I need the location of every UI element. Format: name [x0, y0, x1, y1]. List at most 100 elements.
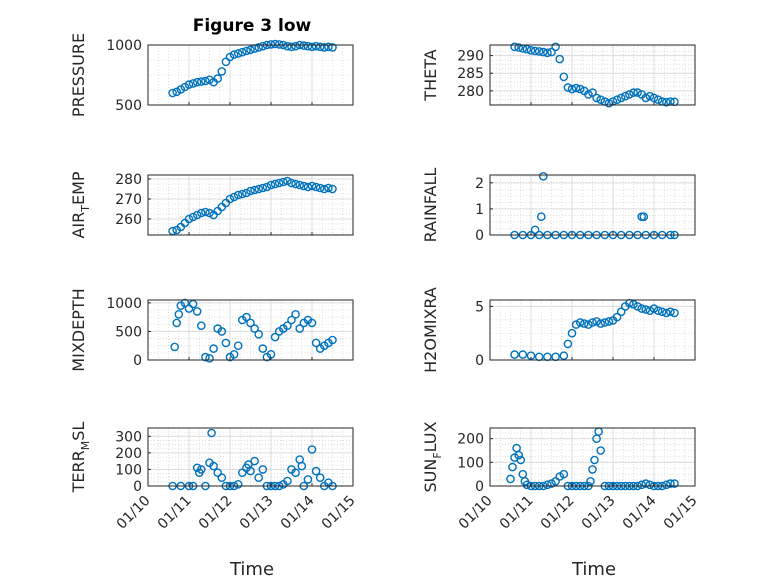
data-point — [633, 302, 642, 311]
x-tick-label: 01/10 — [114, 493, 154, 533]
y-tick-label: 100 — [457, 455, 484, 471]
data-point — [250, 185, 259, 195]
data-point — [266, 180, 276, 190]
y-tick-label: 280 — [115, 172, 142, 188]
data-point — [625, 90, 634, 99]
x-tick-label: 01/15 — [319, 493, 359, 533]
data-point — [233, 341, 243, 351]
subplot-5: 0 500 1000 MIXDEPTH — [69, 288, 354, 372]
data-point — [254, 329, 264, 339]
y-tick-label: 2 — [475, 176, 484, 192]
y-axis-label-subscript: T — [79, 205, 92, 213]
data-point — [237, 47, 247, 57]
y-tick-label: 290 — [457, 49, 484, 65]
data-point — [311, 466, 321, 476]
data-point — [270, 332, 280, 342]
y-axis-label: MIXDEPTH — [69, 288, 88, 371]
subplot-1: 500 1000 PRESSURE — [69, 33, 354, 117]
data-point — [508, 462, 517, 472]
data-point — [278, 177, 288, 187]
data-point — [205, 353, 214, 363]
data-point — [303, 182, 313, 192]
y-axis-label: PRESSURE — [69, 33, 88, 117]
subplot-3: 260 270 280 AIRTEMP — [69, 171, 354, 239]
data-point — [319, 184, 329, 194]
data-point — [307, 318, 317, 328]
x-tick-label: 01/13 — [579, 493, 619, 533]
data-point — [270, 39, 280, 49]
data-point — [590, 455, 599, 465]
data-point — [588, 88, 597, 97]
data-point — [303, 41, 313, 51]
data-point — [205, 208, 214, 218]
x-tick-label: 01/14 — [620, 493, 660, 533]
data-point — [270, 179, 280, 189]
data-point — [311, 338, 321, 348]
data-point — [551, 42, 560, 52]
data-point — [629, 88, 638, 97]
data-point — [539, 171, 548, 181]
data-point — [604, 317, 614, 326]
data-point — [537, 212, 546, 221]
data-point — [534, 47, 544, 56]
data-point — [283, 41, 292, 51]
data-point — [559, 469, 569, 479]
data-point — [254, 184, 264, 194]
figure-title: Figure 3 low — [193, 16, 312, 36]
data-point — [559, 351, 569, 361]
data-point — [567, 328, 577, 338]
data-point — [192, 307, 202, 316]
data-point — [295, 324, 305, 333]
data-point — [217, 67, 227, 76]
data-point — [209, 344, 218, 353]
data-point — [567, 84, 577, 94]
data-point — [188, 79, 198, 88]
data-point — [328, 335, 337, 345]
y-tick-label: 280 — [457, 84, 484, 100]
data-point — [209, 461, 218, 471]
data-point — [254, 43, 264, 52]
data-point — [196, 465, 206, 474]
y-tick-label: 285 — [457, 66, 484, 82]
y-axis-label: H2OMIXRA — [421, 287, 440, 373]
data-point — [662, 308, 671, 318]
data-point — [291, 468, 300, 478]
x-axis-label-left: Time — [229, 559, 274, 580]
data-point — [662, 97, 671, 107]
y-tick-label: 260 — [115, 212, 142, 228]
data-point — [653, 306, 663, 316]
y-tick-label: 500 — [115, 98, 142, 114]
x-tick-label: 01/12 — [538, 493, 578, 533]
data-point — [612, 312, 622, 322]
y-tick-label: 300 — [115, 429, 142, 445]
data-point — [657, 307, 667, 317]
data-point — [237, 189, 247, 199]
data-point — [242, 188, 251, 198]
data-point — [217, 473, 227, 483]
data-point — [196, 208, 206, 218]
data-point — [283, 321, 292, 331]
data-point — [258, 344, 268, 353]
data-point — [237, 468, 247, 478]
subplot-4: 0 1 2 RAINFALL — [421, 168, 696, 244]
data-point — [563, 339, 573, 349]
data-point — [649, 93, 659, 103]
y-axis-label-subscript: F — [431, 452, 444, 458]
y-tick-label: 500 — [115, 324, 142, 340]
subplot-6: 0 5 H2OMIXRA — [421, 287, 696, 373]
data-point — [596, 95, 606, 104]
axes-box — [147, 44, 354, 106]
data-point — [297, 461, 307, 471]
data-point — [559, 72, 569, 82]
data-point — [299, 41, 309, 50]
data-point — [645, 306, 655, 316]
data-point — [662, 480, 671, 490]
data-point — [242, 312, 251, 322]
data-point — [184, 214, 194, 224]
data-point — [526, 46, 536, 55]
data-point — [262, 182, 272, 192]
data-point — [670, 308, 679, 318]
data-point — [637, 480, 647, 490]
data-point — [621, 91, 630, 101]
